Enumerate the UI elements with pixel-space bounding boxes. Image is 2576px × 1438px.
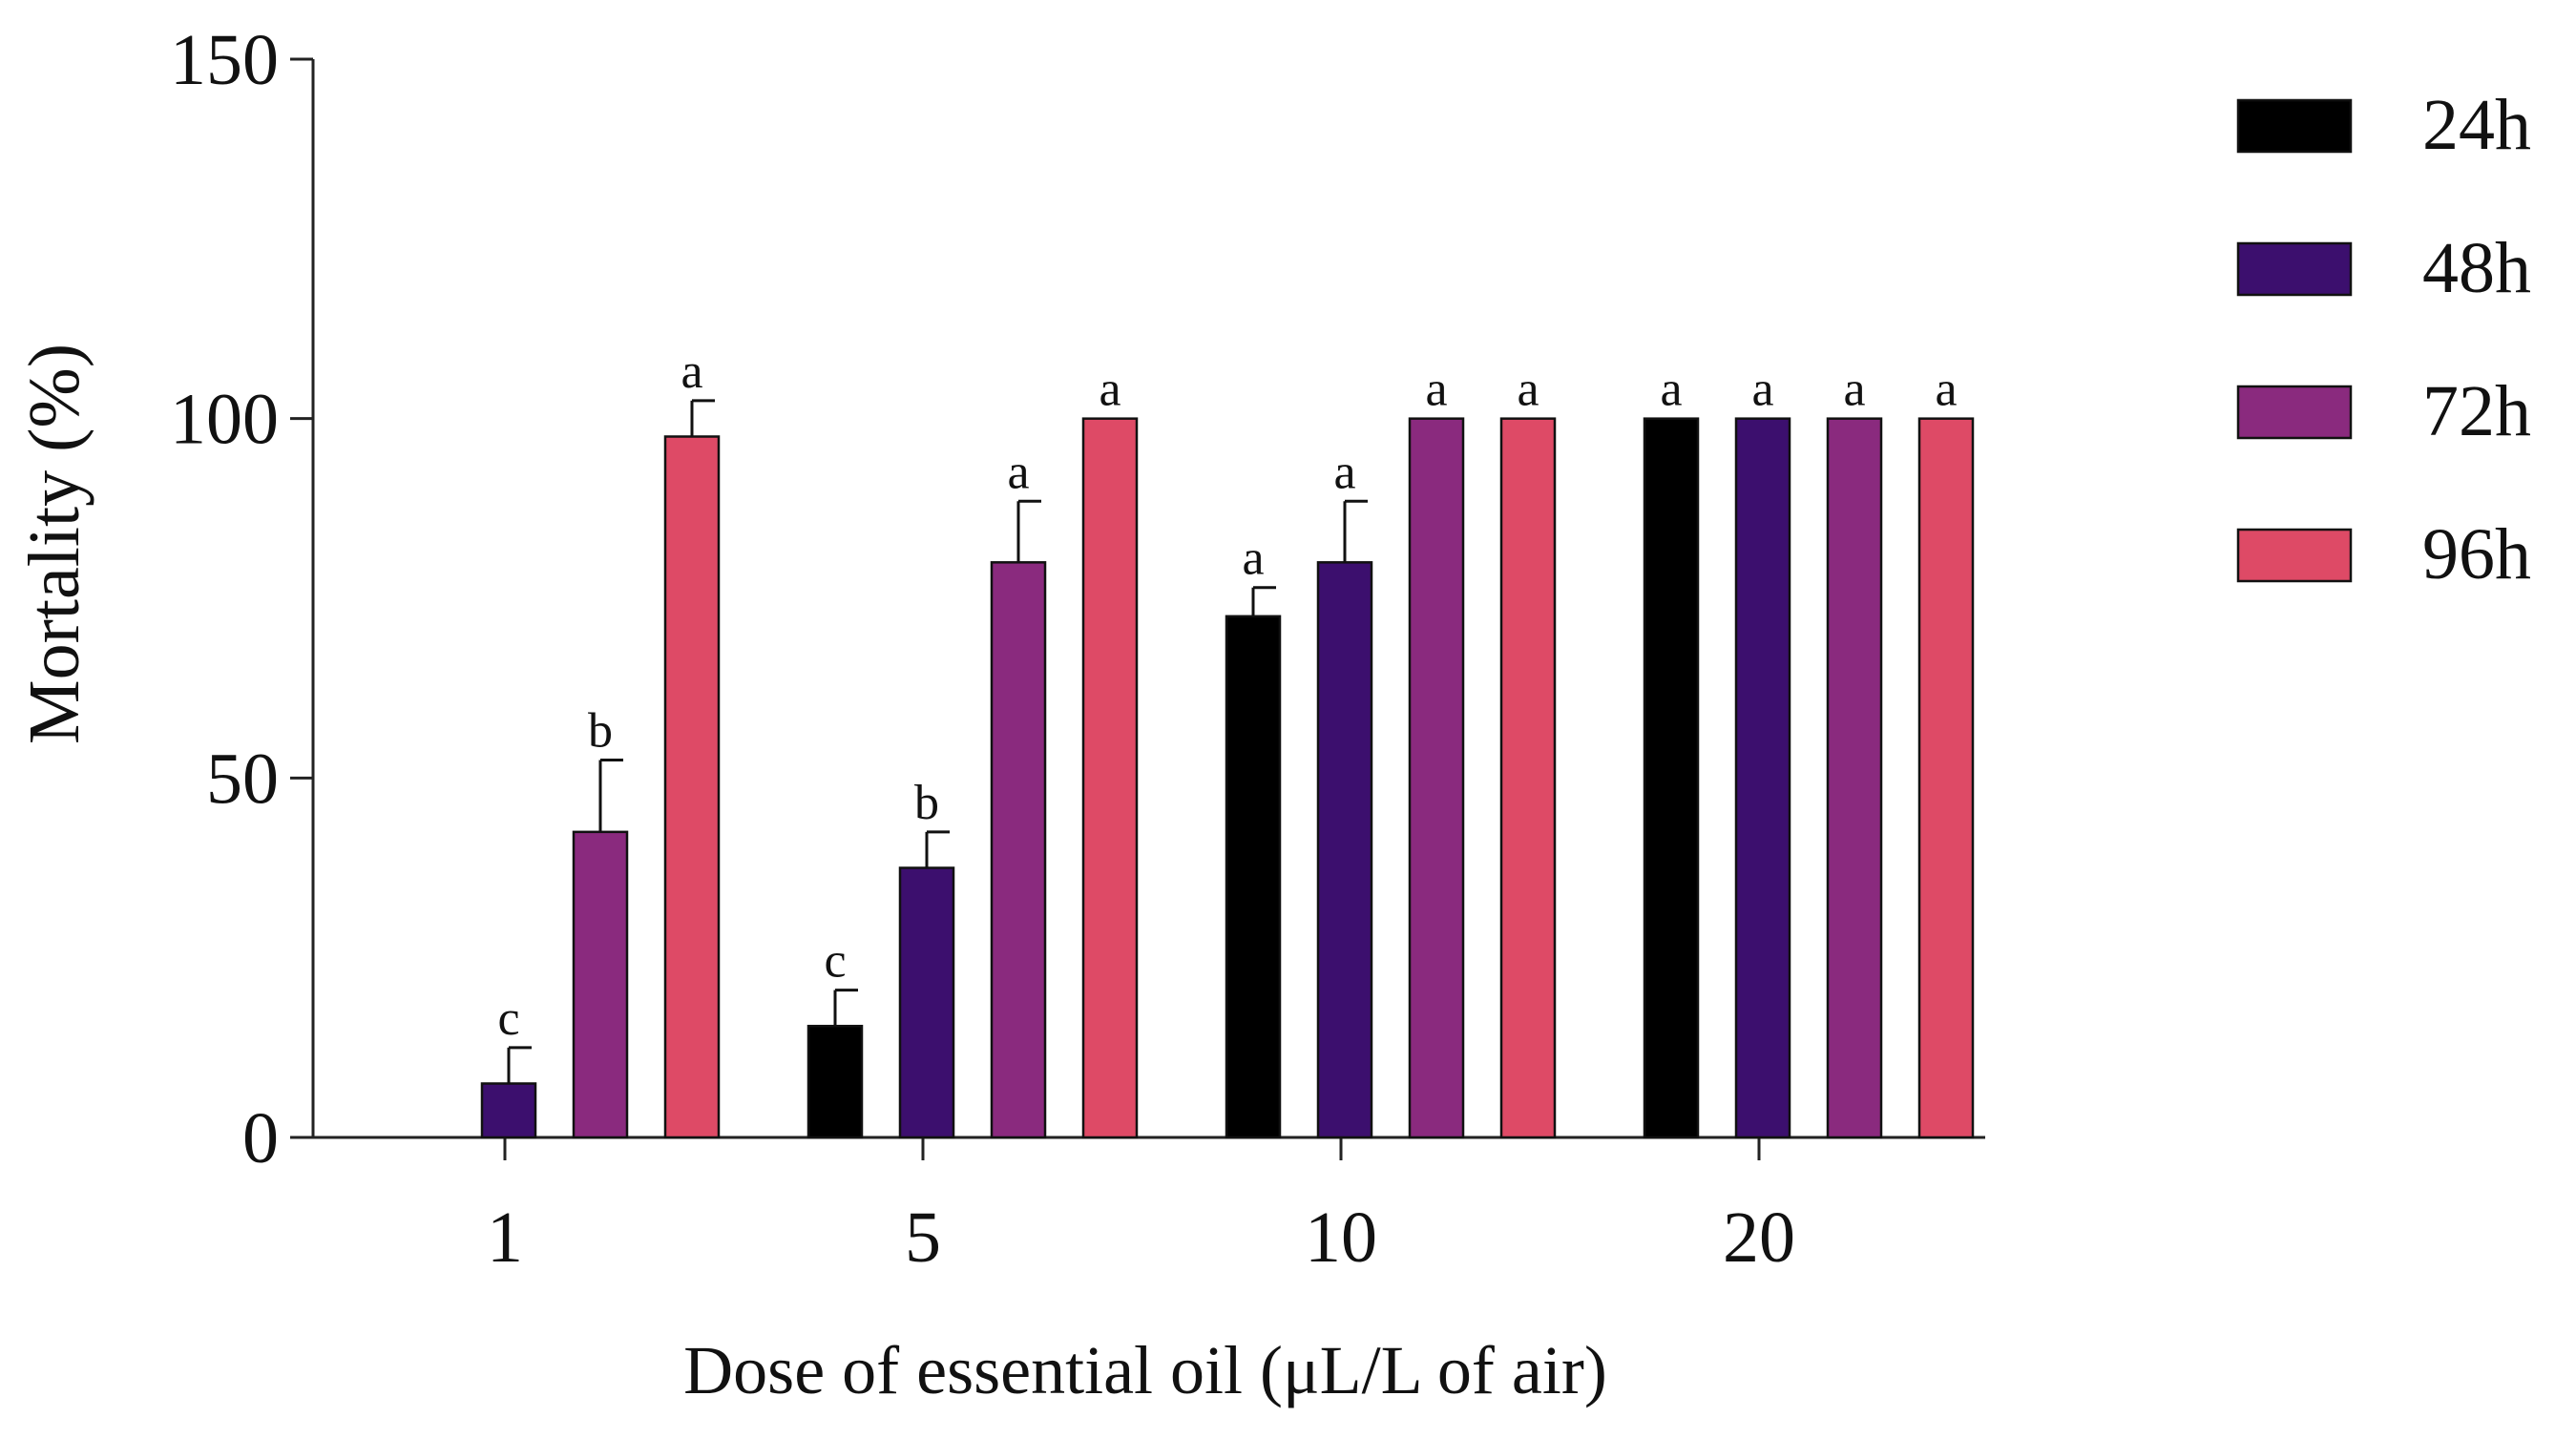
significance-label: a bbox=[1425, 363, 1447, 417]
legend-label: 72h bbox=[2422, 371, 2531, 451]
bar bbox=[1499, 417, 1557, 1139]
x-tick-label: 1 bbox=[487, 1198, 523, 1278]
y-tick-label: 150 bbox=[170, 20, 279, 100]
bar bbox=[1643, 417, 1700, 1139]
x-axis-label: Dose of essential oil (μL/L of air) bbox=[683, 1332, 1607, 1408]
bar bbox=[806, 1024, 864, 1139]
bar bbox=[1081, 417, 1139, 1139]
bar bbox=[1734, 417, 1791, 1139]
significance-label: b bbox=[914, 776, 939, 830]
bar bbox=[1225, 615, 1282, 1139]
significance-label: a bbox=[1333, 445, 1355, 499]
bar bbox=[663, 435, 721, 1139]
y-tick-label: 0 bbox=[242, 1098, 279, 1178]
bar bbox=[1917, 417, 1975, 1139]
bar bbox=[572, 830, 629, 1139]
legend: 24h 48h 72h 96h bbox=[2236, 85, 2531, 594]
significance-label: a bbox=[1099, 363, 1120, 417]
x-tick-label: 5 bbox=[905, 1198, 941, 1278]
axes-layer: 0 50 100 150 1 5 10 20 bbox=[170, 20, 1985, 1278]
bar bbox=[898, 866, 955, 1139]
bar bbox=[1316, 561, 1373, 1139]
legend-swatch bbox=[2236, 385, 2353, 440]
significance-label: a bbox=[1517, 363, 1539, 417]
bar bbox=[1826, 417, 1883, 1139]
significance-label: a bbox=[1935, 363, 1957, 417]
bar bbox=[480, 1082, 537, 1139]
significance-label: a bbox=[1751, 363, 1773, 417]
legend-swatch bbox=[2236, 241, 2353, 297]
y-tick-label: 100 bbox=[170, 380, 279, 460]
legend-label: 24h bbox=[2422, 85, 2531, 165]
significance-label: a bbox=[1007, 445, 1029, 499]
significance-label: a bbox=[1660, 363, 1682, 417]
legend-swatch bbox=[2236, 98, 2353, 154]
bar bbox=[1408, 417, 1465, 1139]
legend-label: 48h bbox=[2422, 228, 2531, 308]
significance-label: b bbox=[588, 704, 613, 759]
significance-label: a bbox=[1242, 531, 1264, 586]
x-tick-label: 10 bbox=[1305, 1198, 1377, 1278]
legend-swatch bbox=[2236, 528, 2353, 583]
bar bbox=[990, 561, 1047, 1139]
significance-label: c bbox=[497, 991, 519, 1046]
y-axis-label: Mortality (%) bbox=[14, 344, 94, 744]
significance-label: a bbox=[681, 344, 702, 399]
significance-label: a bbox=[1843, 363, 1865, 417]
bars-layer: c b a c b a a a a a a a a a a bbox=[480, 344, 1975, 1139]
x-tick-label: 20 bbox=[1723, 1198, 1795, 1278]
legend-label: 96h bbox=[2422, 514, 2531, 594]
significance-label: c bbox=[824, 934, 846, 989]
y-tick-label: 50 bbox=[206, 739, 279, 819]
